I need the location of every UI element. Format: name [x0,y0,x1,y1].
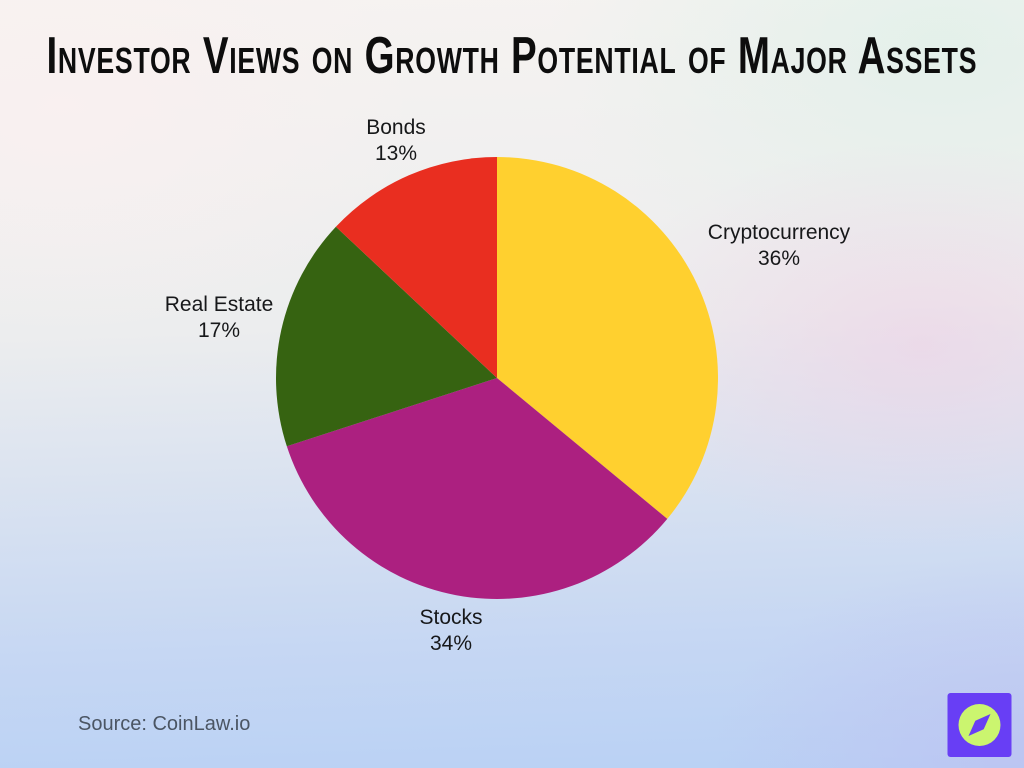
chart-title: Investor Views on Growth Potential of Ma… [46,27,978,85]
source-attribution: Source: CoinLaw.io [78,713,251,735]
slice-label-pct: 36% [757,247,801,270]
pie-slice-stocks [286,378,668,599]
compass-icon [947,693,1012,757]
slice-label-pct: 17% [197,319,241,342]
coinlaw-compass-logo [947,693,1012,757]
pie-chart [275,156,719,600]
slice-label-name: Cryptocurrency [707,221,851,244]
slice-label-name: Stocks [419,606,483,629]
pie-slice-bonds [335,157,497,378]
slice-label-cryptocurrency: Cryptocurrency 36% [679,220,879,272]
title-container: Investor Views on Growth Potential of Ma… [0,26,1024,86]
slice-label-bonds: Bonds 13% [296,115,496,167]
slice-label-pct: 34% [429,632,473,655]
pie-slice-real-estate [276,226,497,447]
slice-label-name: Bonds [366,116,426,139]
slice-label-real-estate: Real Estate 17% [119,292,319,344]
slice-label-pct: 13% [374,142,418,165]
slice-label-stocks: Stocks 34% [351,605,551,657]
pie-chart-svg [276,157,718,599]
pie-slice-cryptocurrency [497,157,718,519]
slice-label-name: Real Estate [164,293,274,316]
